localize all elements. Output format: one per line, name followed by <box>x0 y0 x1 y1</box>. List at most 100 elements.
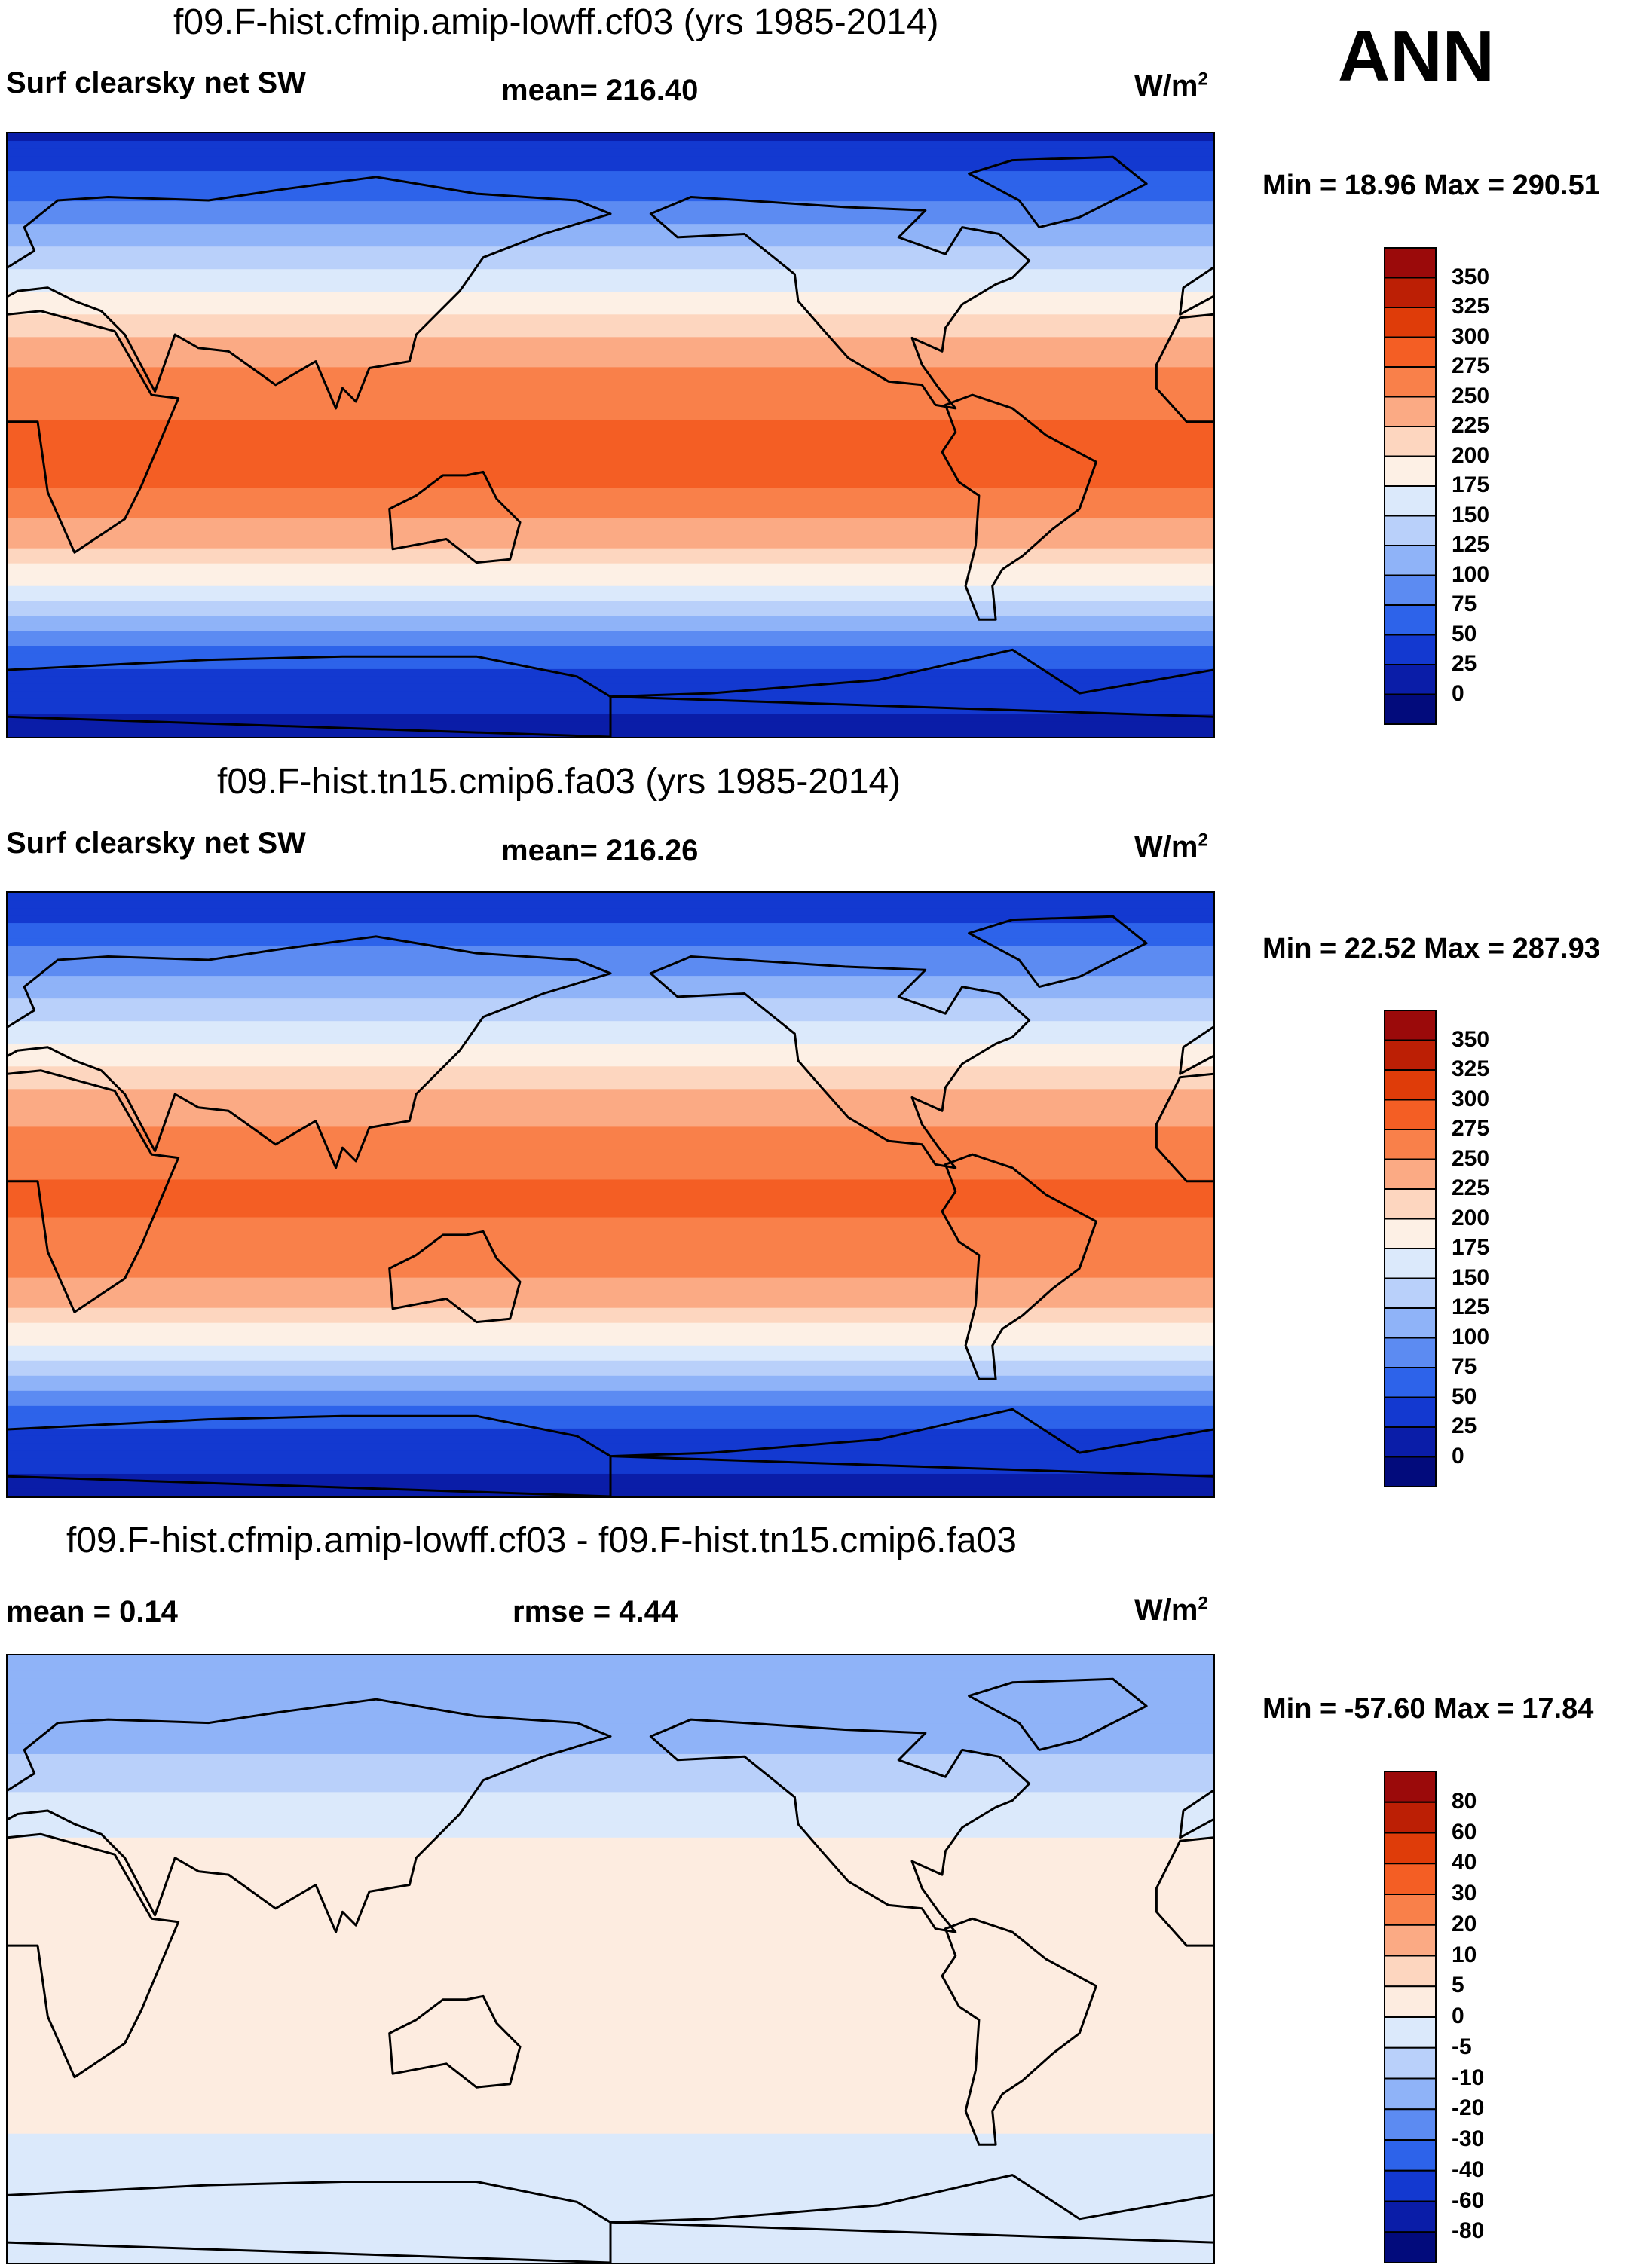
colorbar-tick-label: 300 <box>1452 323 1490 349</box>
colorbar-tick-label: 125 <box>1452 1294 1490 1319</box>
coastline <box>388 1994 522 2089</box>
colorbar-tick-label: 75 <box>1452 1354 1477 1379</box>
map-zonal-band <box>8 442 1213 451</box>
map-zonal-band <box>8 148 1213 157</box>
map-zonal-band <box>8 1277 1213 1286</box>
map-zonal-band <box>8 931 1213 939</box>
map-zonal-band <box>8 2164 1213 2172</box>
map-zonal-band <box>8 1187 1213 1196</box>
coastline <box>941 393 1097 621</box>
map-zonal-band <box>8 1951 1213 1960</box>
map-zonal-band <box>8 555 1213 564</box>
map-zonal-band <box>8 893 1213 901</box>
map-zonal-band <box>8 1315 1213 1324</box>
colorbar-box <box>1384 604 1437 636</box>
colorbar-tick-label: -10 <box>1452 2065 1485 2090</box>
colorbar-box <box>1384 2231 1437 2263</box>
coastline <box>1155 1072 1213 1183</box>
coastline <box>8 935 612 1169</box>
colorbar-tick-label: 50 <box>1452 1383 1477 1409</box>
colorbar-box <box>1384 2077 1437 2111</box>
map-zonal-band <box>8 2126 1213 2135</box>
colorbar-box <box>1384 1129 1437 1160</box>
coastline <box>8 1414 612 1496</box>
map-zonal-band <box>8 194 1213 202</box>
map-zonal-band <box>8 2065 1213 2074</box>
map-zonal-band <box>8 1405 1213 1414</box>
map-zonal-band <box>8 1967 1213 1975</box>
colorbar-boxes <box>1384 247 1437 725</box>
map-zonal-band <box>8 1202 1213 1211</box>
map-zonal-band <box>8 1822 1213 1831</box>
map-zonal-band <box>8 1126 1213 1136</box>
map-zonal-band <box>8 1663 1213 1671</box>
panel-1-title: f09.F-hist.cfmip.amip-lowff.cf03 (yrs 19… <box>173 2 939 42</box>
map-zonal-band <box>8 1769 1213 1778</box>
map-zonal-band <box>8 2141 1213 2150</box>
map-zonal-band <box>8 337 1213 346</box>
map-zonal-band <box>8 1982 1213 1991</box>
coastline <box>8 655 612 737</box>
map-zonal-band <box>8 1936 1213 1945</box>
coastline <box>1155 1836 1213 1947</box>
colorbar-box <box>1384 1277 1437 1309</box>
map-zonal-band <box>8 352 1213 361</box>
map-zonal-band <box>8 1292 1213 1301</box>
panel-3-units: W/m2 <box>1134 1593 1208 1627</box>
coastline <box>941 1917 1097 2146</box>
map-zonal-band <box>8 1428 1213 1437</box>
colorbar-tick-label: 250 <box>1452 383 1490 408</box>
map-zonal-band <box>8 1021 1213 1030</box>
map-zonal-band <box>8 472 1213 481</box>
map-zonal-band <box>8 2172 1213 2180</box>
colorbar-tick-label: -80 <box>1452 2218 1485 2244</box>
map-zonal-band <box>8 1104 1213 1113</box>
map-zonal-band <box>8 1723 1213 1732</box>
map-zonal-band <box>8 2088 1213 2097</box>
map-zonal-band <box>8 420 1213 429</box>
colorbar-box <box>1384 1307 1437 1339</box>
map-zonal-band <box>8 593 1213 602</box>
colorbar-tick-label: 200 <box>1452 1205 1490 1230</box>
map-zonal-band <box>8 1255 1213 1264</box>
map-zonal-band <box>8 397 1213 406</box>
map-zonal-band <box>8 2049 1213 2059</box>
map-zonal-band <box>8 1829 1213 1839</box>
map-zonal-band <box>8 533 1213 542</box>
map-zonal-band <box>8 435 1213 444</box>
map-zonal-band <box>8 2042 1213 2051</box>
map-zonal-band <box>8 1943 1213 1952</box>
colorbar-tick-label: 0 <box>1452 680 1464 706</box>
map-zonal-band <box>8 1217 1213 1226</box>
map-zonal-band <box>8 668 1213 677</box>
colorbar-box <box>1384 1924 1437 1957</box>
map-zonal-band <box>8 646 1213 655</box>
map-zonal-band <box>8 2027 1213 2036</box>
map-zonal-band <box>8 359 1213 368</box>
colorbar-box <box>1384 1010 1437 1041</box>
map-zonal-band <box>8 2080 1213 2089</box>
panel-3-mean-label: mean = 0.14 <box>6 1595 178 1628</box>
map-zonal-band <box>8 495 1213 504</box>
map-zonal-band <box>8 1814 1213 1823</box>
coastline <box>968 1677 1148 1751</box>
coastline <box>968 915 1148 989</box>
colorbar-box <box>1384 693 1437 725</box>
map-zonal-band <box>8 915 1213 924</box>
map-zonal-band <box>8 156 1213 164</box>
colorbar-tick-label: 125 <box>1452 532 1490 557</box>
map-zonal-band <box>8 1209 1213 1218</box>
map-zonal-band <box>8 1247 1213 1256</box>
colorbar-box <box>1384 1985 1437 2018</box>
map-zonal-band <box>8 216 1213 225</box>
map-zonal-band <box>8 578 1213 587</box>
coastline <box>609 1408 1213 1478</box>
map-zonal-band <box>8 1194 1213 1203</box>
season-label: ANN <box>1338 16 1495 96</box>
map-zonal-band <box>8 390 1213 399</box>
colorbar-tick-label: 25 <box>1452 1414 1477 1438</box>
map-zonal-band <box>8 1330 1213 1339</box>
map-zonal-band <box>8 631 1213 640</box>
map-zonal-band <box>8 1096 1213 1105</box>
map-zonal-band <box>8 1172 1213 1181</box>
